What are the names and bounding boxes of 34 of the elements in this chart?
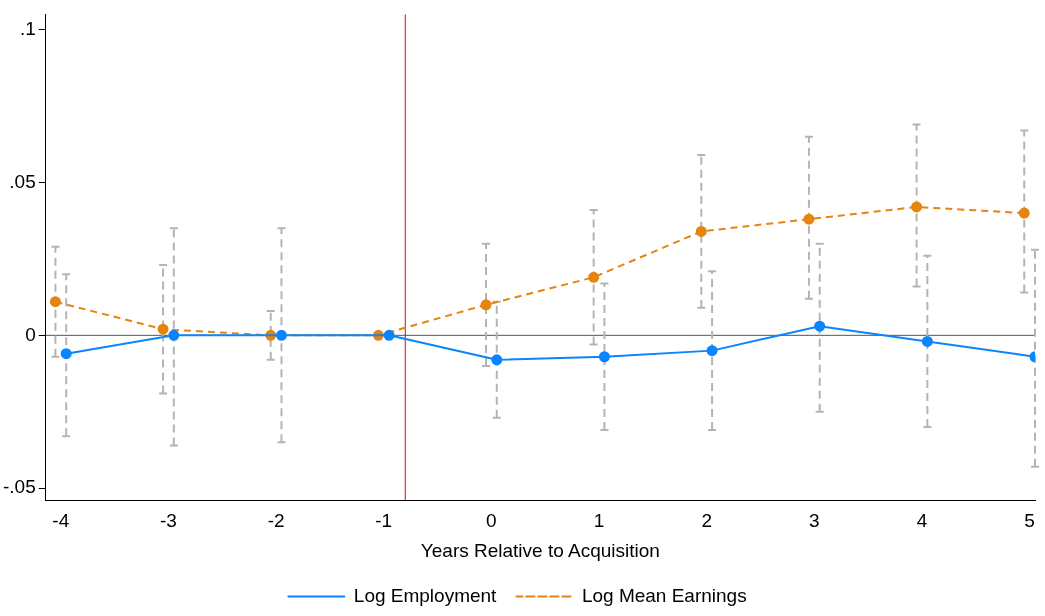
point [588, 271, 600, 283]
y-tick-label: .1 [19, 17, 36, 39]
x-tick-label: -4 [52, 510, 70, 532]
point [60, 348, 72, 360]
point [814, 320, 826, 332]
point [911, 201, 923, 213]
point [706, 345, 718, 357]
point [49, 296, 61, 308]
x-tick-label: -1 [375, 510, 393, 532]
x-tick-label: 4 [916, 510, 928, 532]
y-tick-label: .05 [9, 170, 36, 192]
x-tick-label: 0 [486, 510, 497, 532]
x-tick-label: 1 [593, 510, 605, 532]
x-tick-label: 2 [701, 510, 712, 532]
point [695, 225, 707, 237]
point [1018, 207, 1030, 219]
point [168, 329, 180, 341]
y-tick-label: 0 [25, 323, 36, 345]
legend-label: Log Employment [353, 584, 498, 606]
legend-label: Log Mean Earnings [581, 584, 747, 606]
x-tick-label: -3 [160, 510, 177, 532]
point [921, 335, 933, 347]
x-tick-label: -2 [267, 510, 285, 532]
point [480, 299, 492, 311]
x-tick-label: 5 [1024, 510, 1035, 532]
point [383, 329, 395, 341]
point [157, 323, 169, 335]
y-tick-label: -.05 [2, 476, 36, 498]
point [275, 329, 287, 341]
x-axis-title: Years Relative to Acquisition [420, 539, 660, 561]
point [491, 354, 503, 366]
point [598, 351, 610, 363]
x-tick-label: 3 [809, 510, 820, 532]
point [803, 213, 815, 225]
